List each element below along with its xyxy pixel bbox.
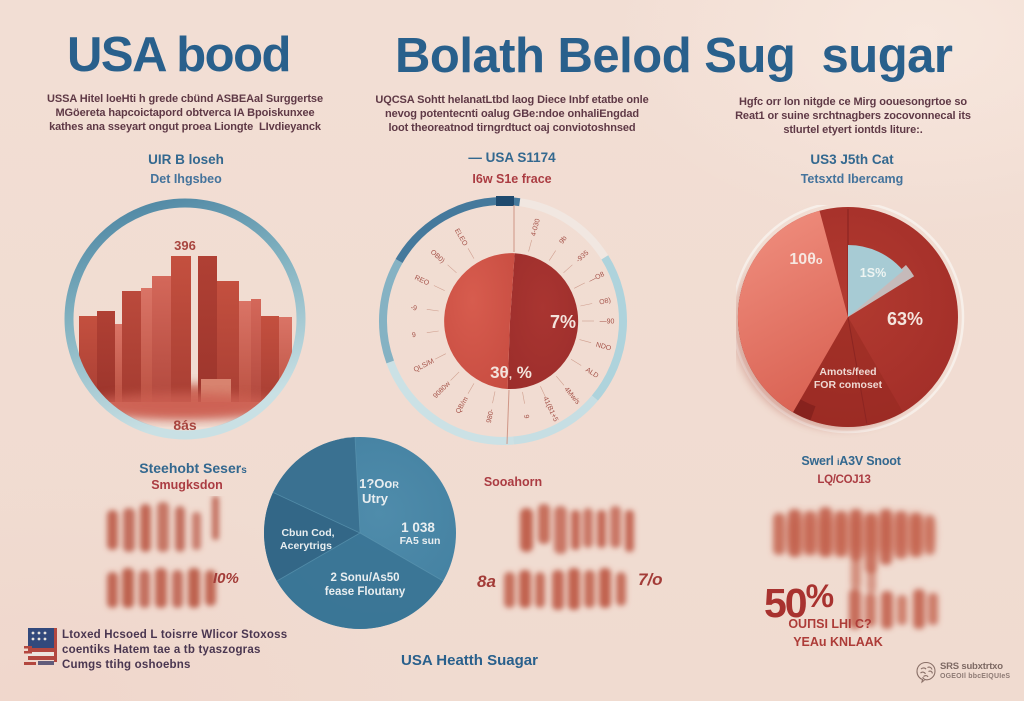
svg-text:—90: —90 (600, 319, 615, 326)
svg-text:Utry: Utry (362, 491, 389, 506)
svg-text:10θo: 10θo (789, 251, 822, 268)
svg-text:Acerytrigs: Acerytrigs (280, 540, 332, 552)
svg-text:FA5 sun: FA5 sun (400, 535, 441, 547)
svg-text:3θ, %: 3θ, % (490, 363, 532, 382)
svg-text:4Mw/s: 4Mw/s (562, 386, 581, 406)
svg-text:Amots/feed: Amots/feed (819, 366, 876, 378)
svg-text:NDO: NDO (595, 342, 612, 353)
svg-text:OB0): OB0) (429, 249, 446, 265)
svg-text:ALD: ALD (584, 367, 599, 380)
svg-text:1 038: 1 038 (401, 520, 435, 535)
svg-text:4-030: 4-030 (530, 218, 541, 237)
svg-text:1S%: 1S% (860, 266, 886, 280)
svg-text:REO: REO (413, 275, 430, 288)
svg-text:Cbun Cod,: Cbun Cod, (281, 527, 334, 539)
svg-text:63%: 63% (887, 309, 923, 329)
svg-text:41(B1+5: 41(B1+5 (541, 396, 559, 423)
svg-text:QB/m: QB/m (455, 396, 470, 415)
svg-text:7%: 7% (550, 312, 576, 332)
svg-text:9b: 9b (559, 235, 569, 245)
svg-text:2 Sonu/As50: 2 Sonu/As50 (330, 572, 399, 584)
svg-text:O8): O8) (599, 297, 612, 306)
svg-text:-9: -9 (410, 305, 417, 313)
svg-text:—O8: —O8 (588, 271, 606, 285)
svg-text:FOR comoset: FOR comoset (814, 379, 883, 391)
svg-text:980-: 980- (486, 408, 496, 424)
svg-text:9: 9 (522, 414, 530, 419)
svg-text:QLS/M: QLS/M (413, 358, 436, 374)
svg-text:1?OoR: 1?OoR (359, 476, 399, 491)
svg-text:8ás: 8ás (173, 417, 197, 433)
svg-text:-935: -935 (575, 249, 590, 264)
svg-text:ELEO: ELEO (453, 228, 469, 248)
svg-text:fease Floutany: fease Floutany (325, 586, 406, 598)
svg-text:9: 9 (412, 332, 417, 339)
svg-text:396: 396 (174, 238, 196, 253)
svg-text:9080w: 9080w (432, 380, 452, 400)
